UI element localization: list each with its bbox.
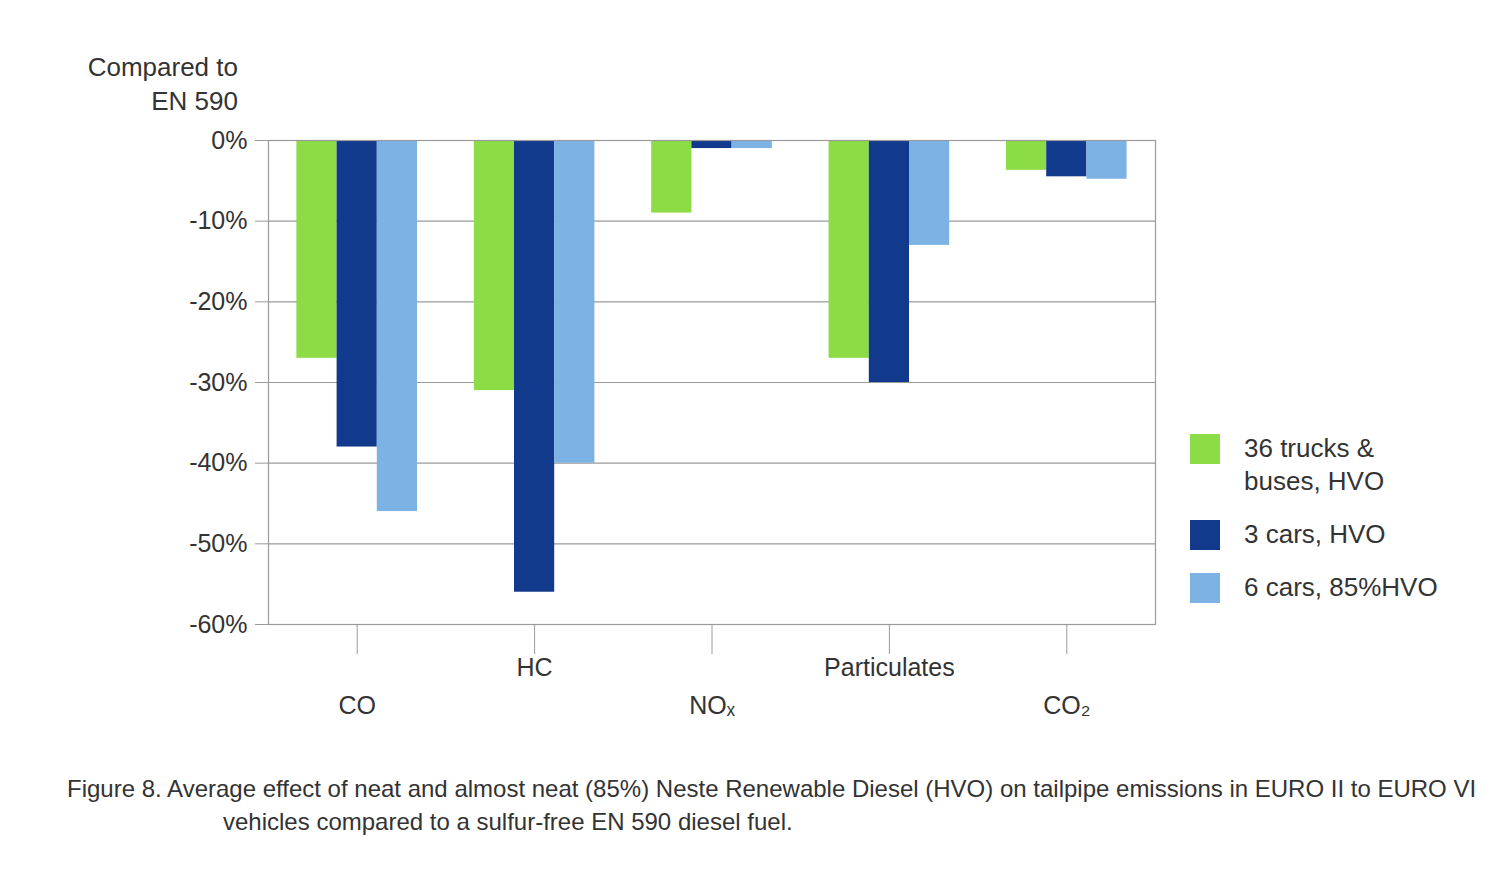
svg-text:-50%: -50% (189, 529, 247, 557)
svg-text:0%: 0% (211, 126, 247, 154)
svg-text:-60%: -60% (189, 610, 247, 638)
svg-text:NOₓ: NOₓ (689, 691, 736, 719)
svg-text:-20%: -20% (189, 287, 247, 315)
html-text:3 cars, HVO: 3 cars, HVO (1244, 519, 1386, 549)
svg-text:-40%: -40% (189, 448, 247, 476)
html-text:Compared to EN 590: Compared to EN 590 (87, 52, 238, 116)
svg-text:Particulates: Particulates (824, 653, 955, 681)
html-text:6 cars, 85%HVO: 6 cars, 85%HVO (1244, 572, 1438, 602)
html-text:36 trucks & buses, HVO: 36 trucks & buses, HVO (1244, 433, 1385, 496)
svg-text:-30%: -30% (189, 368, 247, 396)
html-text:Figure 8. Average effect of ne: Figure 8. Average effect of neat and alm… (67, 775, 1477, 835)
svg-text:-10%: -10% (189, 206, 247, 234)
svg-text:CO: CO (338, 691, 376, 719)
svg-text:CO₂: CO₂ (1043, 691, 1090, 719)
svg-text:HC: HC (517, 653, 553, 681)
